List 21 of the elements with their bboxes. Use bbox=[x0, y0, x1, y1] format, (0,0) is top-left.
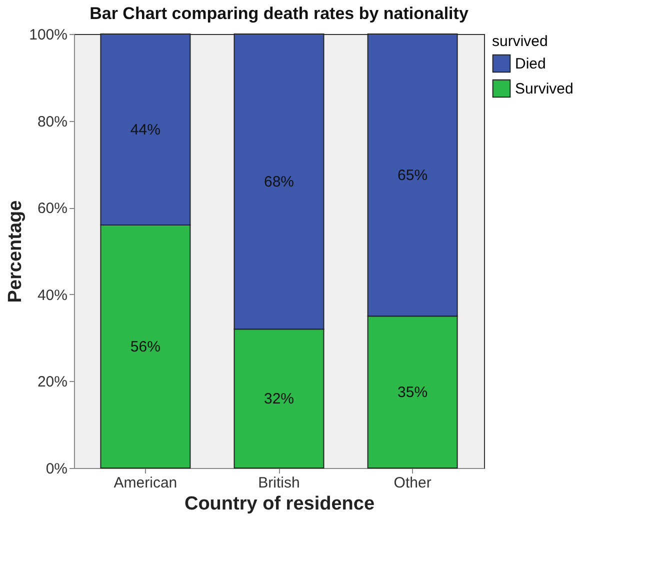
x-axis-title: Country of residence bbox=[184, 494, 375, 514]
data-label: 56% bbox=[130, 338, 160, 356]
legend-label: Died bbox=[515, 56, 546, 72]
x-tick-label: Other bbox=[394, 474, 432, 492]
chart-title: Bar Chart comparing death rates by nationality bbox=[90, 4, 469, 23]
y-tick-label: 20% bbox=[37, 374, 68, 391]
data-label: 32% bbox=[264, 390, 294, 408]
y-tick-label: 0% bbox=[46, 460, 68, 478]
x-tick-label: British bbox=[258, 474, 300, 492]
data-label: 44% bbox=[130, 121, 160, 138]
data-label: 35% bbox=[398, 384, 428, 402]
x-tick-label: American bbox=[114, 474, 178, 492]
y-tick-label: 60% bbox=[37, 200, 68, 218]
y-tick-label: 40% bbox=[37, 286, 68, 304]
y-tick-label: 80% bbox=[37, 113, 68, 130]
data-label: 65% bbox=[398, 167, 428, 184]
legend-label: Survived bbox=[515, 80, 574, 98]
y-tick-label: 100% bbox=[29, 26, 68, 44]
y-axis-title: Percentage bbox=[5, 200, 26, 303]
data-label: 68% bbox=[264, 174, 294, 191]
legend-title: survived bbox=[492, 33, 548, 50]
